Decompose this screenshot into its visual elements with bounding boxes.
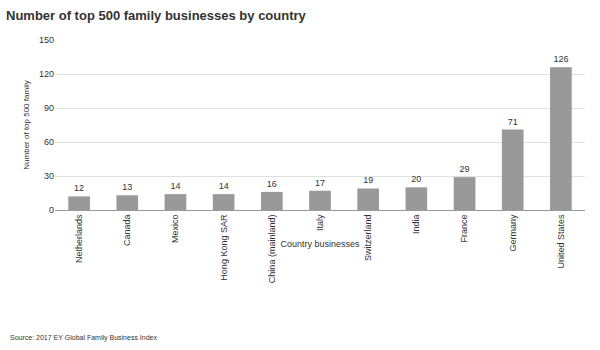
svg-text:India: India xyxy=(411,215,421,235)
svg-text:France: France xyxy=(459,215,469,243)
svg-text:14: 14 xyxy=(219,181,229,191)
svg-text:Netherlands: Netherlands xyxy=(74,214,84,263)
svg-text:16: 16 xyxy=(267,179,277,189)
svg-text:20: 20 xyxy=(411,174,421,184)
svg-text:Source: 2017 EY Global Family: Source: 2017 EY Global Family Business I… xyxy=(10,334,157,342)
svg-text:13: 13 xyxy=(122,182,132,192)
svg-text:Country businesses: Country businesses xyxy=(280,239,360,249)
svg-text:Switzerland: Switzerland xyxy=(363,215,373,262)
svg-text:71: 71 xyxy=(508,117,518,127)
svg-text:United States: United States xyxy=(556,214,566,269)
svg-text:12: 12 xyxy=(74,183,84,193)
svg-text:14: 14 xyxy=(170,181,180,191)
svg-text:29: 29 xyxy=(460,164,470,174)
svg-text:126: 126 xyxy=(553,54,568,64)
svg-text:120: 120 xyxy=(39,69,54,79)
svg-text:30: 30 xyxy=(44,171,54,181)
svg-text:17: 17 xyxy=(315,178,325,188)
svg-text:0: 0 xyxy=(49,205,54,215)
svg-text:Number of top 500 family: Number of top 500 family xyxy=(22,80,31,169)
svg-text:Italy: Italy xyxy=(315,214,325,231)
svg-text:China (mainland): China (mainland) xyxy=(267,215,277,284)
svg-text:Mexico: Mexico xyxy=(170,215,180,244)
svg-text:60: 60 xyxy=(44,137,54,147)
svg-text:19: 19 xyxy=(363,175,373,185)
svg-text:Hong Kong SAR: Hong Kong SAR xyxy=(219,214,229,281)
svg-text:90: 90 xyxy=(44,103,54,113)
svg-text:Canada: Canada xyxy=(122,215,132,247)
svg-text:150: 150 xyxy=(39,35,54,45)
svg-text:Number of top 500 family busin: Number of top 500 family businesses by c… xyxy=(6,8,307,23)
svg-text:Germany: Germany xyxy=(508,214,518,252)
